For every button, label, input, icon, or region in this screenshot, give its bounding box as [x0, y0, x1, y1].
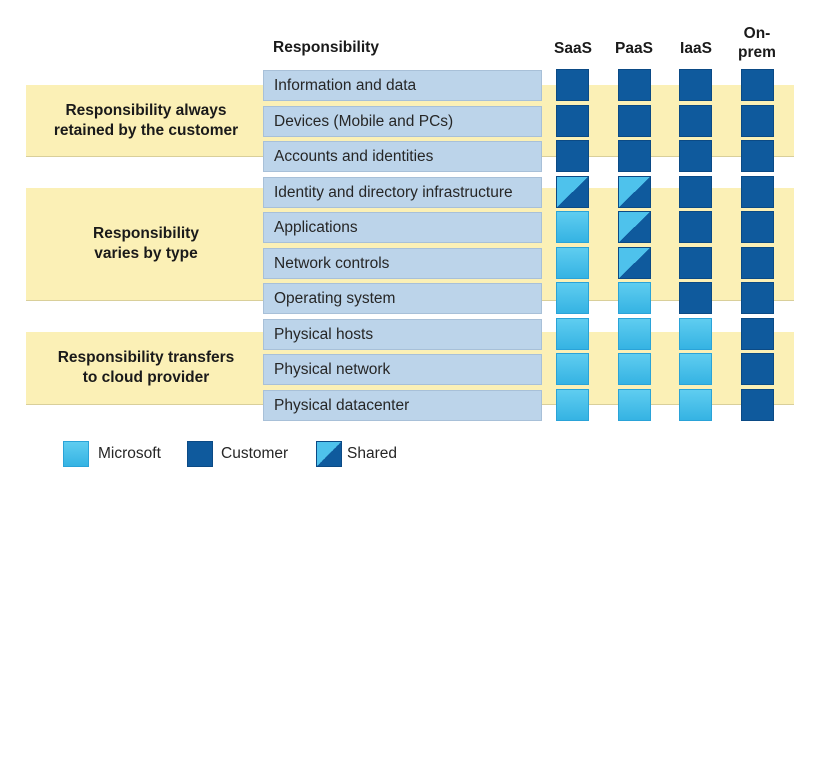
column-header-onprem: On- prem: [738, 25, 776, 61]
column-header-saas: SaaS: [554, 40, 592, 57]
row-label: Information and data: [263, 70, 542, 101]
cell-paas-microsoft: [618, 318, 651, 350]
cell-saas-microsoft: [556, 211, 589, 243]
cell-iaas-customer: [679, 140, 712, 172]
legend-label-microsoft: Microsoft: [98, 445, 161, 462]
cell-saas-customer: [556, 105, 589, 137]
cell-iaas-customer: [679, 105, 712, 137]
group-label-varies: Responsibility varies by type: [93, 225, 199, 262]
legend-swatch-customer: [187, 441, 213, 467]
row-label: Physical network: [263, 354, 542, 385]
group-label-provider: Responsibility transfers to cloud provid…: [57, 349, 235, 386]
cell-saas-customer: [556, 69, 589, 101]
responsibility-header: Responsibility: [273, 39, 379, 56]
cell-iaas-customer: [679, 247, 712, 279]
column-header-paas: PaaS: [615, 40, 653, 57]
cell-onprem-customer: [741, 105, 774, 137]
cell-saas-microsoft: [556, 318, 589, 350]
cell-paas-shared: [618, 176, 651, 208]
row-label: Devices (Mobile and PCs): [263, 106, 542, 137]
cell-saas-shared: [556, 176, 589, 208]
row-label: Identity and directory infrastructure: [263, 177, 542, 208]
cell-iaas-microsoft: [679, 389, 712, 421]
cell-paas-microsoft: [618, 353, 651, 385]
cell-paas-customer: [618, 69, 651, 101]
cell-saas-microsoft: [556, 389, 589, 421]
cell-iaas-microsoft: [679, 353, 712, 385]
group-label-customer: Responsibility always retained by the cu…: [53, 101, 239, 139]
cell-paas-microsoft: [618, 389, 651, 421]
cell-paas-customer: [618, 105, 651, 137]
legend-swatch-microsoft: [63, 441, 89, 467]
cell-saas-microsoft: [556, 353, 589, 385]
cell-onprem-customer: [741, 318, 774, 350]
cell-paas-shared: [618, 247, 651, 279]
cell-iaas-customer: [679, 211, 712, 243]
cell-saas-customer: [556, 140, 589, 172]
cell-onprem-customer: [741, 69, 774, 101]
column-header-iaas: IaaS: [680, 40, 712, 57]
legend-swatch-shared: [316, 441, 342, 467]
cell-iaas-customer: [679, 176, 712, 208]
legend-label-customer: Customer: [221, 445, 289, 462]
cell-paas-customer: [618, 140, 651, 172]
cell-paas-microsoft: [618, 282, 651, 314]
cell-onprem-customer: [741, 176, 774, 208]
cell-onprem-customer: [741, 282, 774, 314]
row-label: Applications: [263, 212, 542, 243]
cell-iaas-customer: [679, 282, 712, 314]
cell-onprem-customer: [741, 247, 774, 279]
cell-saas-microsoft: [556, 247, 589, 279]
legend-label-shared: Shared: [347, 445, 397, 462]
row-label: Physical datacenter: [263, 390, 542, 421]
row-label: Physical hosts: [263, 319, 542, 350]
row-label: Network controls: [263, 248, 542, 279]
cell-saas-microsoft: [556, 282, 589, 314]
cell-onprem-customer: [741, 140, 774, 172]
cell-iaas-microsoft: [679, 318, 712, 350]
cell-onprem-customer: [741, 353, 774, 385]
cell-onprem-customer: [741, 389, 774, 421]
cell-iaas-customer: [679, 69, 712, 101]
row-label: Accounts and identities: [263, 141, 542, 172]
row-label: Operating system: [263, 283, 542, 314]
cell-paas-shared: [618, 211, 651, 243]
cell-onprem-customer: [741, 211, 774, 243]
